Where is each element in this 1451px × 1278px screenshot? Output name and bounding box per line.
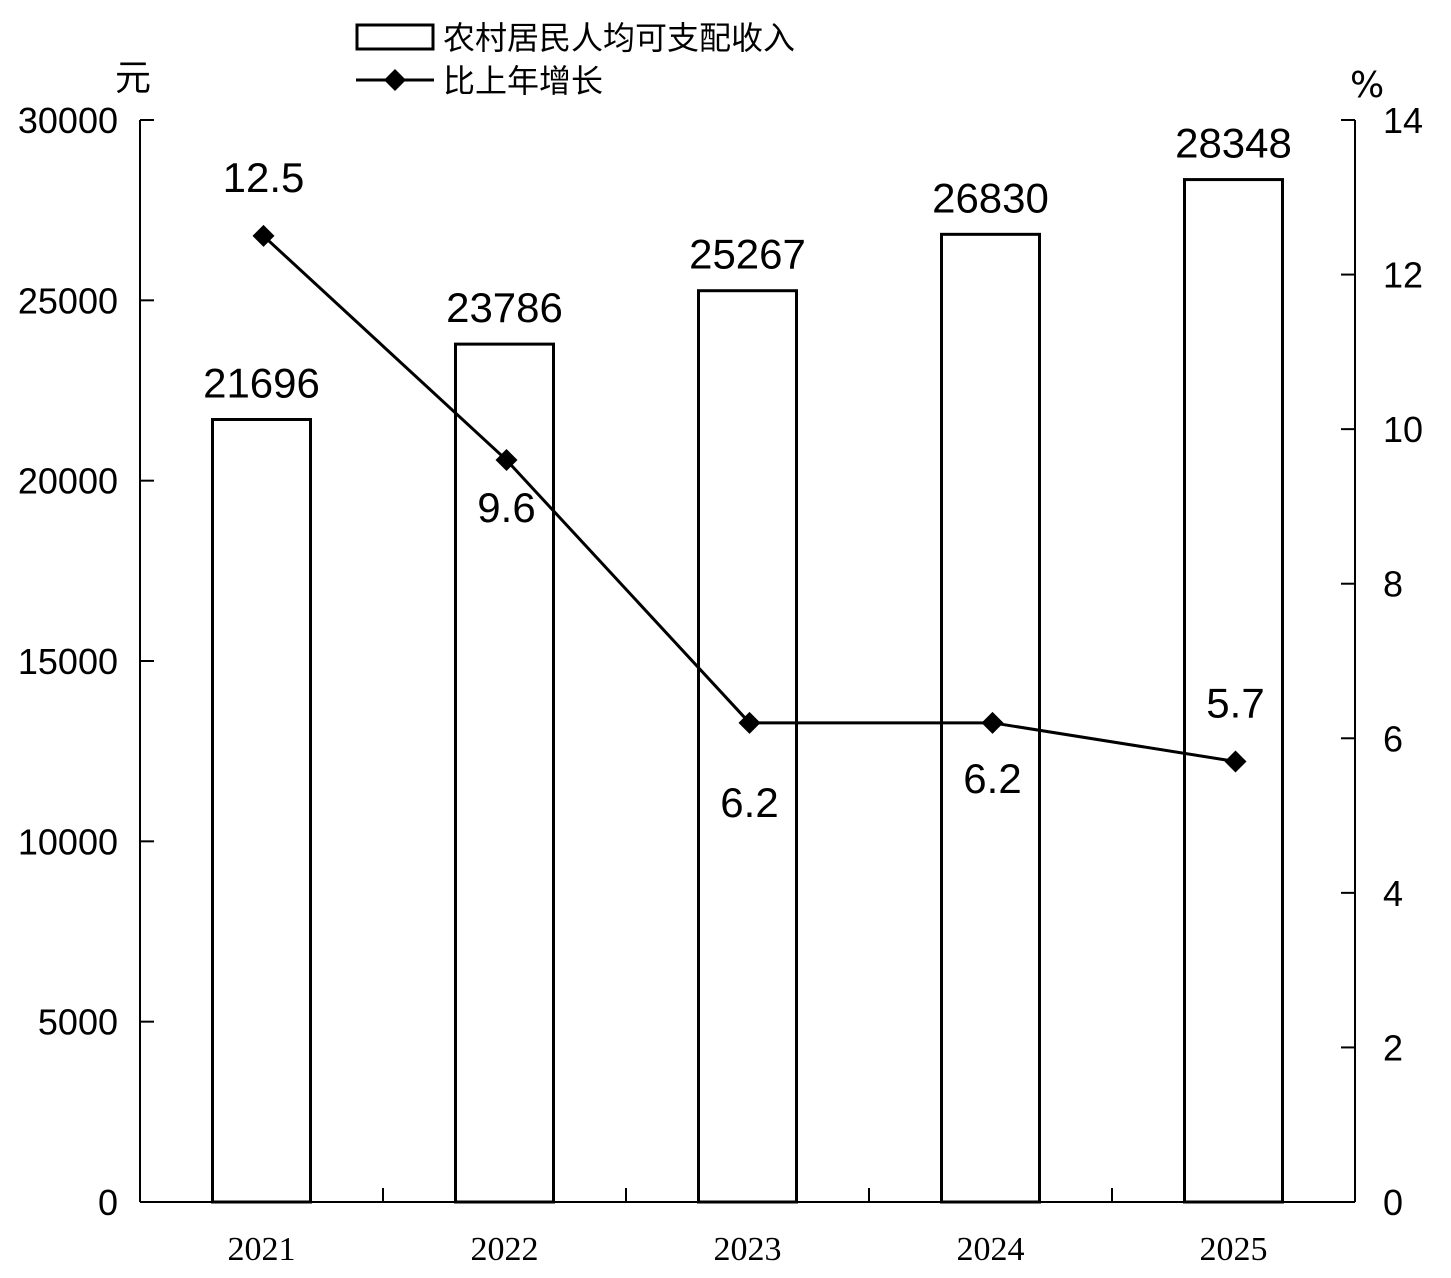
- income-bar: [454, 342, 555, 1204]
- bars: [211, 178, 1284, 1204]
- income-bar: [697, 289, 798, 1204]
- axes: 0 5000 10000 15000 20000 25000 30000 0 2 4 6 8 10 12 1…: [18, 100, 1423, 1268]
- right-tick-label: 14: [1383, 100, 1423, 141]
- legend-bar-swatch: [355, 23, 435, 51]
- right-tick-label: 2: [1383, 1027, 1403, 1068]
- legend-line-label: 比上年增长: [443, 62, 603, 100]
- x-tick-label: 2024: [957, 1231, 1025, 1268]
- growth-point-marker: [738, 711, 761, 734]
- bar-value-label: 23786: [446, 284, 563, 331]
- growth-line: [252, 224, 1247, 773]
- left-tick-label: 20000: [18, 461, 118, 502]
- right-tick-label: 4: [1383, 873, 1403, 914]
- x-tick-label: 2022: [471, 1231, 539, 1268]
- right-tick-label: 8: [1383, 564, 1403, 605]
- left-tick-label: 30000: [18, 100, 118, 141]
- growth-value-label: 5.7: [1206, 679, 1264, 726]
- growth-value-label: 6.2: [963, 755, 1021, 802]
- left-tick-label: 10000: [18, 821, 118, 862]
- growth-point-marker: [1224, 750, 1247, 773]
- left-tick-label: 0: [98, 1182, 118, 1223]
- legend-diamond-icon: [384, 69, 406, 91]
- bar-value-label: 26830: [932, 174, 1049, 221]
- bar-value-label: 28348: [1175, 120, 1292, 167]
- right-tick-label: 10: [1383, 409, 1423, 450]
- right-tick-label: 0: [1383, 1182, 1403, 1223]
- bar-value-label: 25267: [689, 231, 806, 278]
- growth-value-label: 6.2: [720, 779, 778, 826]
- legend-bar-label: 农村居民人均可支配收入: [443, 19, 795, 57]
- growth-point-marker: [252, 224, 275, 247]
- right-tick-label: 12: [1383, 255, 1423, 296]
- legend: 农村居民人均可支配收入 比上年增长: [355, 19, 795, 100]
- right-tick-label: 6: [1383, 718, 1403, 759]
- growth-point-marker: [981, 711, 1004, 734]
- left-tick-label: 25000: [18, 280, 118, 321]
- income-bar: [1183, 178, 1284, 1204]
- left-tick-label: 5000: [38, 1002, 118, 1043]
- left-tick-label: 15000: [18, 641, 118, 682]
- growth-value-label: 12.5: [223, 154, 305, 201]
- data-labels: 21696 23786 25267 26830 28348 12.5 9.6 6.2 6.2 5.…: [203, 120, 1292, 826]
- right-axis-unit: %: [1350, 65, 1384, 106]
- x-tick-label: 2023: [714, 1231, 782, 1268]
- bar-value-label: 21696: [203, 359, 320, 406]
- growth-point-marker: [495, 449, 518, 472]
- left-axis-unit: 元: [115, 58, 151, 99]
- x-tick-label: 2021: [228, 1231, 296, 1268]
- income-bar: [211, 417, 312, 1204]
- x-tick-label: 2025: [1200, 1231, 1268, 1268]
- growth-value-label: 9.6: [477, 484, 535, 531]
